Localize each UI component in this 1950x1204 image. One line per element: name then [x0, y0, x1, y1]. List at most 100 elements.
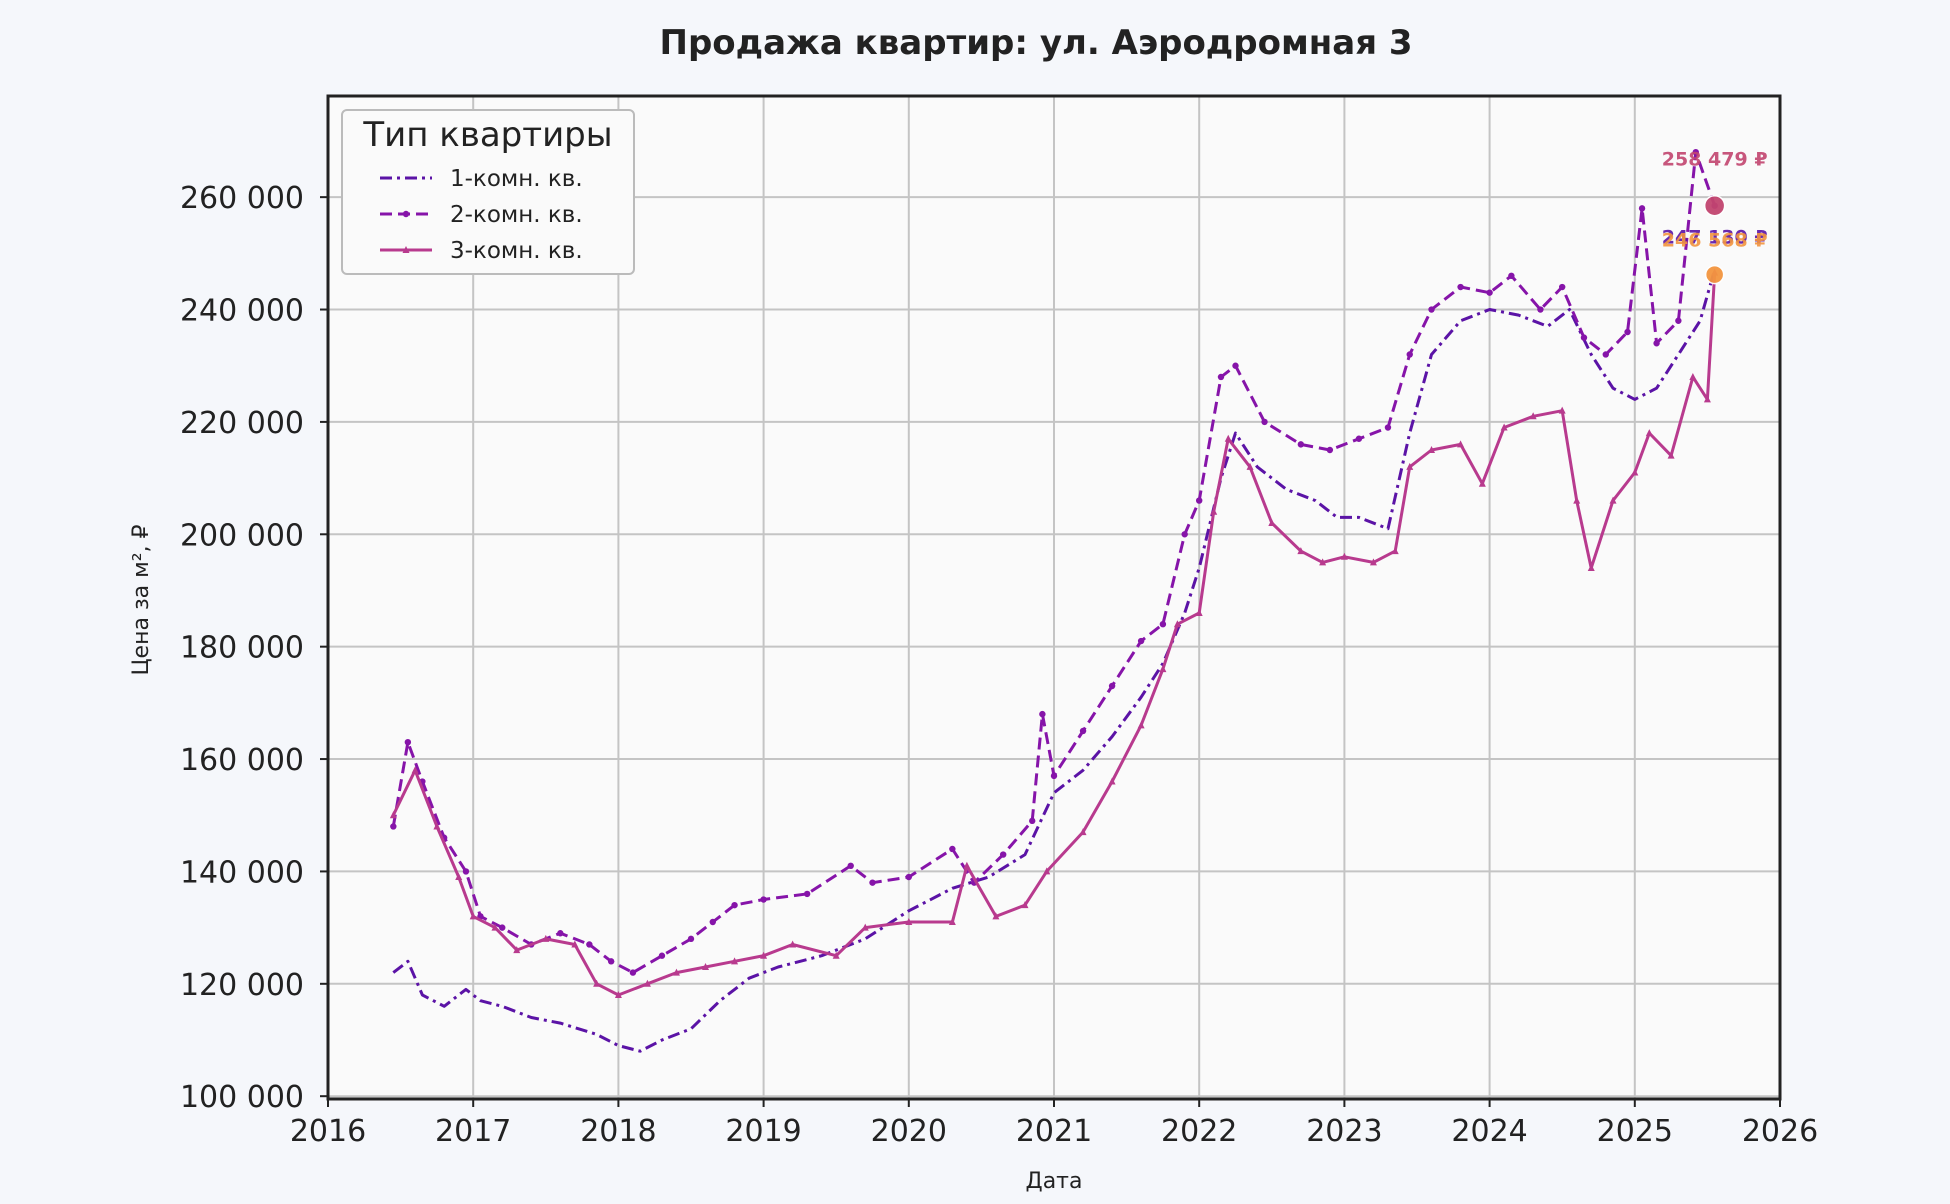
data-point	[905, 873, 912, 881]
data-point	[948, 918, 956, 925]
data-point	[1559, 283, 1566, 291]
data-point	[760, 896, 767, 903]
legend-item: 3-комн. кв.	[380, 238, 583, 264]
data-point	[1369, 558, 1377, 566]
data-point	[469, 912, 477, 920]
legend-label: 3-комн. кв.	[450, 238, 583, 264]
data-point	[1692, 148, 1699, 156]
data-point	[789, 940, 797, 948]
data-point	[1268, 519, 1276, 527]
data-point	[1029, 817, 1036, 825]
data-point	[1645, 429, 1653, 437]
data-point	[643, 979, 651, 987]
series-line	[391, 272, 1717, 997]
x-axis-label: Дата	[1026, 1169, 1083, 1194]
data-point	[1079, 727, 1087, 735]
data-point	[1195, 608, 1203, 616]
data-point	[571, 940, 579, 948]
data-point	[1210, 507, 1218, 515]
data-point	[1043, 867, 1051, 875]
data-point	[1602, 351, 1609, 358]
data-point	[992, 912, 1000, 920]
data-point	[1137, 637, 1145, 645]
data-point	[1638, 205, 1646, 212]
annotation-label: 258 479 ₽	[1662, 149, 1768, 171]
data-point	[1457, 283, 1464, 291]
series-line	[392, 269, 1717, 1053]
data-point	[1406, 351, 1413, 358]
data-point	[1159, 620, 1167, 628]
legend-label: 2-комн. кв.	[450, 202, 583, 228]
y-axis: 100 000 120 000 140 000 160 000 180 000 200 0…	[180, 181, 328, 1115]
legend-title: Тип квартиры	[362, 115, 612, 155]
data-point	[1573, 496, 1581, 504]
y-tick-label: 100 000	[180, 1080, 304, 1115]
y-tick-label: 160 000	[180, 743, 304, 778]
data-point	[455, 873, 463, 881]
data-point	[709, 918, 716, 926]
data-point	[760, 951, 768, 959]
data-point	[404, 738, 412, 746]
data-point	[1246, 462, 1254, 470]
data-point	[1486, 289, 1493, 296]
data-point	[1039, 710, 1046, 718]
y-axis-label: Цена за м², ₽	[129, 524, 154, 675]
y-tick-label: 140 000	[180, 855, 304, 890]
x-tick-label: 2026	[1742, 1114, 1818, 1149]
x-tick-label: 2017	[435, 1114, 511, 1149]
annotation-marker	[1703, 194, 1726, 217]
annotation-label: 246 568 ₽	[1662, 230, 1768, 252]
data-point	[1667, 451, 1675, 459]
annotation-label: 247 130 ₽	[1662, 226, 1768, 248]
annotation-layer: 258 479 ₽ 247 130 ₽246 568 ₽	[1662, 149, 1768, 285]
data-point	[658, 952, 666, 959]
data-point	[586, 941, 593, 948]
data-point	[905, 918, 913, 925]
data-point	[1580, 334, 1588, 341]
legend-items: 1-комн. кв. 2-комн. кв. 3-комн. кв.	[380, 166, 583, 264]
data-point	[433, 822, 441, 830]
data-point	[1558, 406, 1566, 414]
x-tick-label: 2021	[1016, 1114, 1092, 1149]
data-point	[1529, 412, 1537, 420]
data-point	[731, 901, 738, 909]
data-point	[1232, 362, 1239, 369]
x-axis: 2016 2017 2018 2019 2020 2021 2022 2023 2024 2025…	[290, 1099, 1818, 1149]
y-tick-label: 120 000	[180, 968, 304, 1003]
legend-item: 1-комн. кв.	[380, 166, 583, 192]
annotation: 247 130 ₽	[1662, 226, 1768, 248]
legend-item: 2-комн. кв.	[380, 202, 583, 228]
chart-title: Продажа квартир: ул. Аэродромная 3	[659, 23, 1412, 63]
data-point	[1217, 373, 1225, 381]
data-point	[411, 766, 419, 774]
data-point	[702, 962, 710, 970]
x-tick-label: 2019	[725, 1114, 801, 1149]
data-point	[1500, 423, 1508, 431]
data-point	[1609, 496, 1617, 504]
legend: Тип квартиры 1-комн. кв. 2-комн. кв. 3-ком…	[341, 109, 635, 275]
data-point	[1326, 446, 1334, 454]
data-point	[462, 868, 470, 875]
data-point	[1428, 306, 1435, 313]
data-point	[1587, 564, 1595, 571]
data-point	[1478, 479, 1486, 487]
data-point	[731, 957, 739, 965]
data-point	[963, 861, 971, 869]
data-point	[1624, 328, 1631, 336]
data-point	[1631, 468, 1639, 476]
data-point	[607, 958, 615, 965]
data-point	[869, 879, 876, 886]
x-tick-label: 2023	[1306, 1114, 1382, 1149]
data-point	[832, 951, 840, 959]
series-2	[390, 148, 1718, 976]
x-tick-label: 2024	[1451, 1114, 1527, 1149]
y-tick-label: 200 000	[180, 518, 304, 553]
data-point	[1319, 558, 1327, 566]
data-point	[1355, 435, 1363, 442]
data-point	[513, 946, 521, 954]
series-layer	[389, 148, 1719, 1053]
x-tick-label: 2016	[290, 1114, 366, 1149]
data-point	[1050, 772, 1058, 780]
